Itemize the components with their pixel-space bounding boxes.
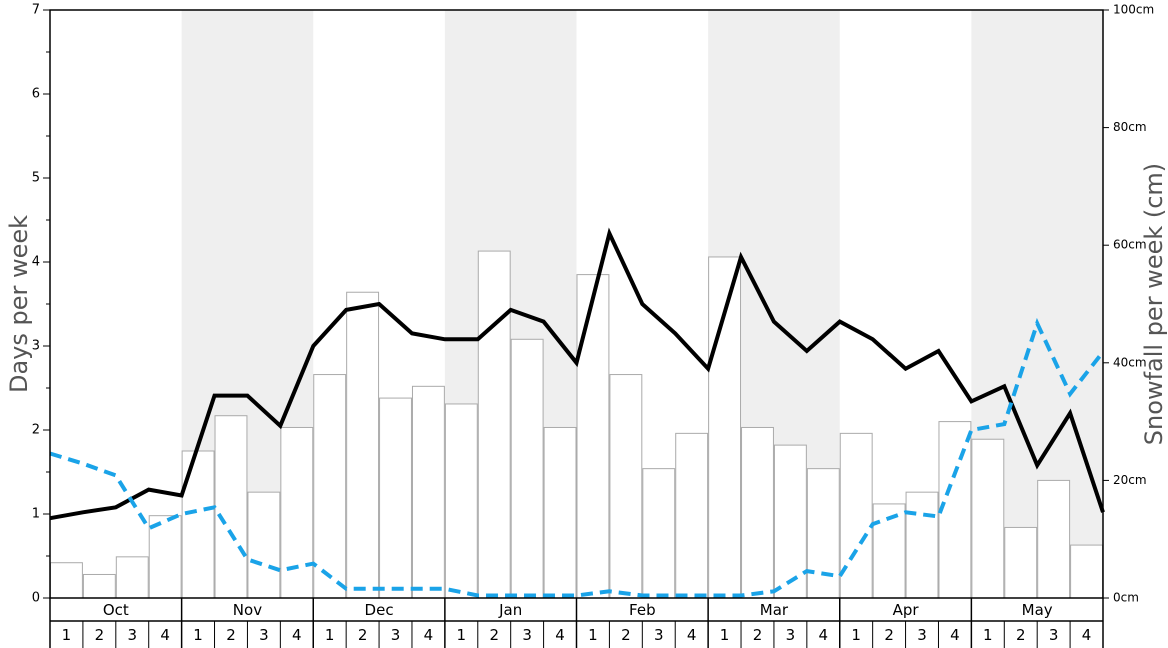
week-label: 2 [226,626,236,644]
month-label: May [1022,601,1053,619]
left-tick-label: 7 [32,3,40,18]
week-label: 3 [127,626,137,644]
week-label: 1 [193,626,203,644]
snowfall-bar [214,415,248,599]
left-tick-label: 0 [32,591,40,606]
week-label: 3 [654,626,664,644]
week-label: 3 [1049,626,1059,644]
week-label: 2 [621,626,631,644]
week-label: 4 [819,626,829,644]
week-label: 3 [259,626,269,644]
snowfall-bar [806,468,840,599]
left-tick-label: 1 [32,507,40,522]
week-label: 1 [588,626,598,644]
right-tick-label: 60cm [1113,238,1147,252]
week-label: 1 [325,626,335,644]
snowfall-bar [148,515,182,599]
snowfall-bar [773,444,807,599]
snowfall-bar [576,274,610,599]
snowfall-bar [1070,544,1103,599]
week-label: 3 [391,626,401,644]
month-label: Oct [103,601,129,619]
week-label: 4 [424,626,434,644]
snowfall-bar [642,468,676,599]
solid-trend-line [49,227,1105,521]
week-label: 1 [851,626,861,644]
snowfall-bar [379,397,412,599]
snowfall-bar [741,426,774,599]
week-label: 4 [292,626,302,644]
snowfall-bar [313,374,347,599]
snowfall-bar [543,426,577,599]
tick-labels: 0 1 2 3 4 5 6 7 0cm 20cm 40cm 60cm 80cm 100cm [32,3,1154,606]
month-label: Feb [629,601,656,619]
snowfall-bar [346,291,380,599]
week-label: 2 [1016,626,1026,644]
week-label: 3 [786,626,796,644]
left-tick-label: 4 [32,255,40,270]
week-label: 4 [160,626,170,644]
week-label: 2 [753,626,763,644]
week-label: 4 [1082,626,1092,644]
snowfall-bar [905,491,939,599]
snowfall-bar [411,385,445,599]
week-label: 3 [917,626,927,644]
week-label: 1 [62,626,72,644]
category-axis: Oct 1 2 3 4 Nov 1 2 3 4 Dec 1 2 3 4 Jan 1 2 3 4 Feb 1 2 3 4 Mar 1 2… [49,598,1104,648]
snowfall-bar [1037,479,1071,599]
week-label: 1 [983,626,993,644]
trend-lines [49,227,1105,598]
right-axis-title: Snowfall per week (cm) [1140,163,1168,445]
right-tick-label: 40cm [1113,355,1147,369]
week-label: 2 [884,626,894,644]
right-tick-label: 20cm [1113,473,1147,487]
snowfall-bar [1004,526,1038,599]
snowfall-bar [82,573,116,599]
dashed-trend-line [49,317,1105,598]
snowfall-bar [675,432,709,599]
right-tick-label: 0cm [1113,591,1139,605]
snowfall-bar [444,403,478,599]
week-label: 1 [457,626,467,644]
snowfall-bar [115,556,149,599]
week-label: 4 [950,626,960,644]
month-label: Nov [233,601,262,619]
left-tick-label: 5 [32,171,40,186]
snowfall-bar [609,374,643,599]
week-label: 4 [687,626,697,644]
month-label: Mar [760,601,789,619]
right-tick-label: 80cm [1113,120,1147,134]
month-label: Jan [498,601,522,619]
snowfall-bar [510,338,544,599]
snowfall-bar [839,432,873,599]
month-label: Apr [893,601,920,619]
left-tick-label: 6 [32,87,40,102]
week-label: 2 [358,626,368,644]
snowfall-bar [971,438,1005,599]
snowfall-bar [50,562,83,599]
left-axis-title: Days per week [5,215,33,393]
left-tick-label: 3 [32,339,40,354]
snowfall-bar [477,250,511,599]
week-label: 2 [95,626,105,644]
week-label: 2 [489,626,499,644]
left-tick-label: 2 [32,423,40,438]
week-label: 1 [720,626,730,644]
month-label: Dec [365,601,394,619]
snowfall-bar [247,491,281,599]
snowfall-bar [280,426,314,599]
snowfall-bar [938,421,972,599]
week-label: 4 [555,626,565,644]
week-label: 3 [522,626,532,644]
right-tick-label: 100cm [1113,3,1154,17]
